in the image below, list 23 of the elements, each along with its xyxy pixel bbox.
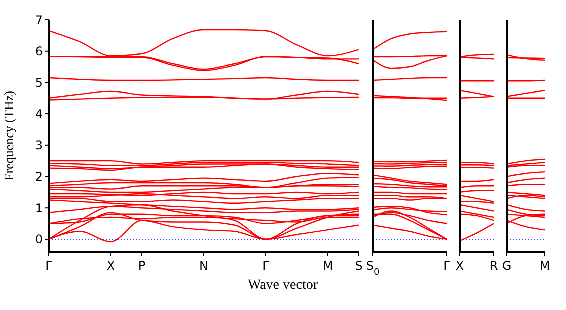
x-tick-label: Γ: [444, 259, 451, 273]
x-axis-title: Wave vector: [247, 278, 319, 294]
y-tick-label: 1: [35, 201, 43, 216]
x-tick-label: G: [502, 259, 512, 273]
x-tick-label: N: [200, 259, 208, 273]
y-tick-label: 7: [35, 13, 43, 28]
x-tick-label: P: [138, 259, 146, 273]
y-tick-label: 3: [35, 138, 43, 153]
x-tick-label: Γ: [46, 259, 53, 273]
x-tick-label: S$_{0}$: [366, 259, 380, 278]
y-tick-label: 6: [35, 44, 43, 59]
x-tick-label: M: [322, 259, 334, 273]
y-tick-label: 4: [35, 107, 43, 122]
x-tick-label: Γ: [262, 259, 270, 273]
y-tick-label: 2: [35, 170, 43, 184]
x-tick-label: S: [355, 259, 363, 273]
x-tick-label: X: [106, 259, 116, 273]
x-tick-label: R: [490, 259, 498, 273]
y-axis-title: Frequency (THz): [2, 91, 17, 181]
y-tick-label: 0: [35, 232, 43, 247]
x-tick-label: M: [540, 259, 550, 273]
x-tick-label: X: [456, 259, 464, 273]
y-tick-label: 5: [35, 76, 43, 90]
